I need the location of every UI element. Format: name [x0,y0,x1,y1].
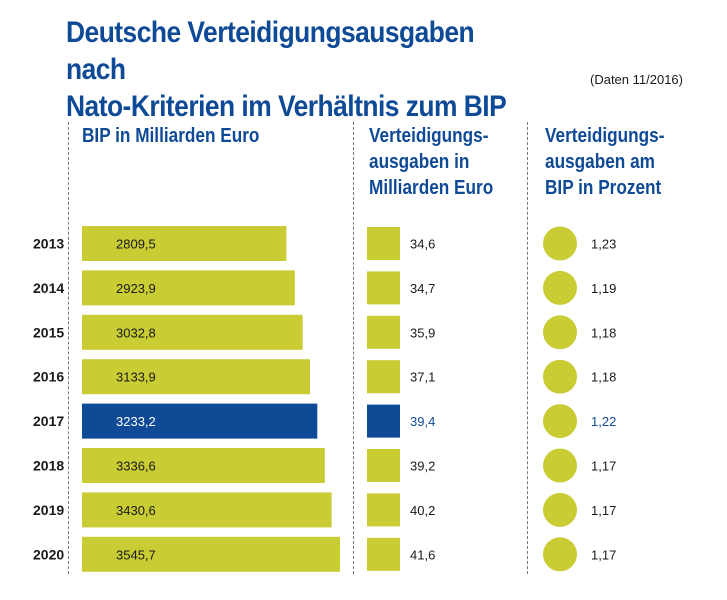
percent-marker [543,315,577,350]
percent-marker [543,226,577,261]
header-verteidigungsausgaben-line2: ausgaben in [369,151,470,173]
data-date-note: (Daten 11/2016) [590,72,683,87]
defense-spending-value-label: 40,2 [410,503,435,518]
year-label: 2017 [33,413,64,429]
defense-spending-value-label: 37,1 [410,370,435,385]
year-label: 2015 [33,324,64,340]
defense-spending-value-label: 34,6 [410,237,435,252]
chart-title-line2: Nato-Kriterien im Verhältnis zum BIP [66,90,507,123]
bip-value-label: 2923,9 [116,281,156,296]
header-prozent-line2: ausgaben am [545,151,655,173]
divider-middle [353,122,354,574]
defense-spending-marker [367,493,400,527]
percent-marker [543,404,577,439]
header-prozent-line3: BIP in Prozent [545,177,662,199]
percent-value-label: 1,18 [591,325,616,340]
defense-spending-marker [367,227,400,260]
year-label: 2019 [33,502,64,518]
year-label: 2020 [33,546,64,562]
year-label: 2013 [33,236,64,252]
defense-spending-marker [367,537,400,571]
percent-value-label: 1,22 [591,414,616,429]
header-prozent-line1: Verteidigungs- [545,125,665,147]
bip-value-label: 2809,5 [116,237,156,252]
header-prozent: Verteidigungs- ausgaben am BIP in Prozen… [545,123,664,201]
defense-spending-value-label: 41,6 [410,547,435,562]
defense-spending-value-label: 39,2 [410,459,435,474]
percent-value-label: 1,17 [591,459,616,474]
defense-spending-value-label: 35,9 [410,325,435,340]
percent-value-label: 1,17 [591,547,616,562]
bip-value-label: 3032,8 [116,325,156,340]
percent-marker [543,359,577,394]
percent-value-label: 1,23 [591,237,616,252]
percent-marker [543,270,577,305]
defense-spending-value-label: 34,7 [410,281,435,296]
defense-spending-marker [367,404,400,438]
bip-value-label: 3233,2 [116,414,156,429]
bip-bar [82,359,310,395]
bip-bar [82,536,340,572]
bip-value-label: 3336,6 [116,459,156,474]
bip-bar [82,226,287,261]
percent-marker [543,492,577,527]
header-bip: BIP in Milliarden Euro [82,125,260,147]
bip-value-label: 3430,6 [116,503,156,518]
bip-bar [82,403,318,439]
defense-spending-marker [367,271,400,305]
chart-title: Deutsche Verteidigungsausgaben nach Nato… [66,14,524,125]
bip-bar [82,448,325,483]
percent-value-label: 1,19 [591,281,616,296]
percent-value-label: 1,17 [591,503,616,518]
divider-left [68,122,69,574]
year-label: 2016 [33,369,64,385]
chart-title-line1: Deutsche Verteidigungsausgaben nach [66,16,475,86]
bip-bar [82,314,303,350]
defense-spending-marker [367,360,400,394]
defense-spending-marker [367,315,400,349]
divider-right [527,122,528,574]
percent-marker [543,537,577,572]
bip-value-label: 3545,7 [116,547,156,562]
bip-bar [82,492,332,528]
header-verteidigungsausgaben-line3: Milliarden Euro [369,177,494,199]
year-label: 2018 [33,458,64,474]
defense-spending-value-label: 39,4 [410,414,435,429]
percent-value-label: 1,18 [591,370,616,385]
defense-spending-marker [367,449,400,482]
bip-value-label: 3133,9 [116,370,156,385]
bip-bar [82,270,295,306]
header-verteidigungsausgaben-line1: Verteidigungs- [369,125,489,147]
percent-marker [543,448,577,483]
header-verteidigungsausgaben: Verteidigungs- ausgaben in Milliarden Eu… [369,123,493,201]
year-label: 2014 [33,280,64,296]
